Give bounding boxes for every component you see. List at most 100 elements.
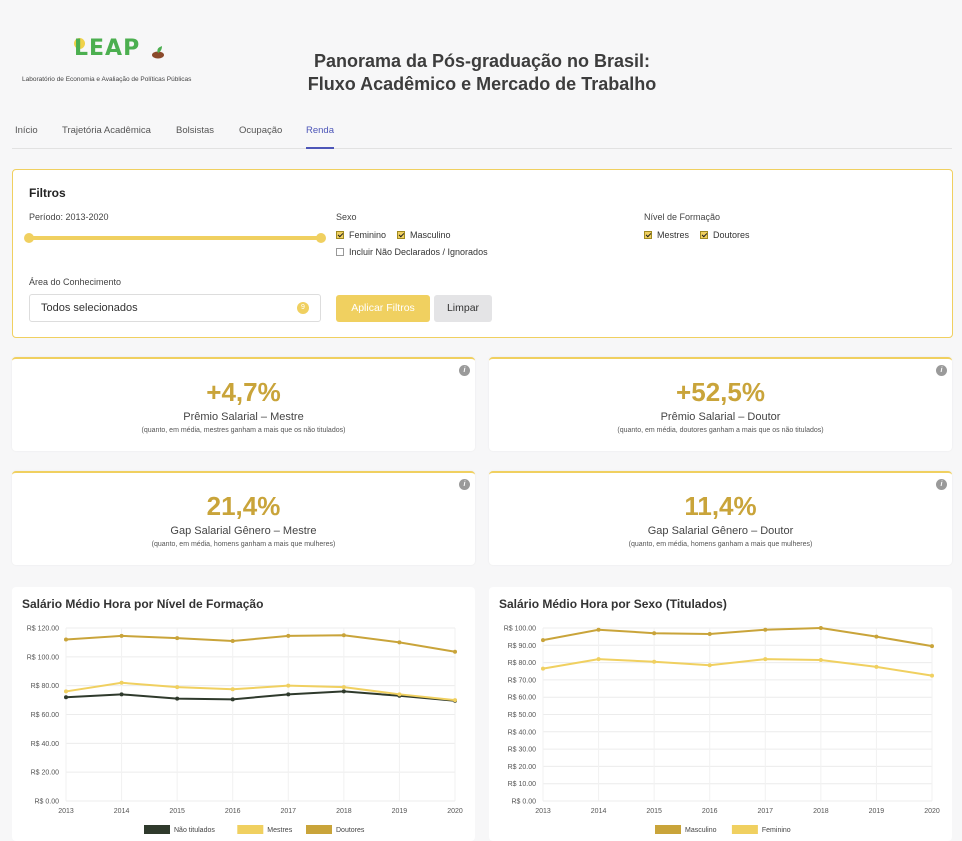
y-tick-label: R$ 80.00 xyxy=(31,683,60,690)
tab-ocupacao[interactable]: Ocupação xyxy=(239,125,283,136)
info-icon[interactable]: i xyxy=(459,479,470,490)
y-tick-label: R$ 20.00 xyxy=(508,764,537,771)
x-tick-label: 2018 xyxy=(813,808,829,815)
series-line xyxy=(65,681,456,702)
kpi-subtitle: (quanto, em média, homens ganham a mais … xyxy=(151,541,336,548)
y-tick-label: R$ 40.00 xyxy=(31,741,60,748)
data-point xyxy=(286,683,291,688)
legend-swatch xyxy=(306,825,332,834)
chart-card-sexo: Salário Médio Hora por Sexo (Titulados) … xyxy=(489,587,952,841)
kpi-subtitle: (quanto, em média, homens ganham a mais … xyxy=(628,541,813,548)
y-tick-label: R$ 20.00 xyxy=(31,770,60,777)
checkbox-label: Doutores xyxy=(713,230,750,240)
legend-swatch xyxy=(655,825,681,834)
data-point xyxy=(286,633,291,638)
leap-logo[interactable]: LEAP Laboratório de Economia e Avaliação… xyxy=(22,36,212,86)
checkbox-empty-icon xyxy=(336,248,344,256)
data-point xyxy=(119,680,124,685)
checkbox-incluir-nao-declarados[interactable]: Incluir Não Declarados / Ignorados xyxy=(336,247,488,257)
chart-card-nivel-formacao: Salário Médio Hora por Nível de Formação… xyxy=(12,587,475,841)
info-icon[interactable]: i xyxy=(459,365,470,376)
info-icon[interactable]: i xyxy=(936,479,947,490)
x-tick-label: 2013 xyxy=(535,808,551,815)
tab-bolsistas[interactable]: Bolsistas xyxy=(176,125,215,136)
x-tick-label: 2016 xyxy=(702,808,718,815)
checkbox-feminino[interactable]: Feminino xyxy=(336,230,386,240)
data-point xyxy=(119,633,124,638)
data-point xyxy=(230,687,235,692)
x-tick-label: 2014 xyxy=(114,808,130,815)
period-slider-end-handle[interactable] xyxy=(316,233,326,243)
y-tick-label: R$ 0.00 xyxy=(511,799,536,806)
kpi-card-gap-doutor: 11,4% Gap Salarial Gênero – Doutor (quan… xyxy=(489,471,952,565)
area-select-value: Todos selecionados xyxy=(41,302,138,314)
y-tick-label: R$ 40.00 xyxy=(508,729,537,736)
data-point xyxy=(64,689,68,694)
tab-renda[interactable]: Renda xyxy=(306,125,334,149)
filters-title: Filtros xyxy=(29,186,66,200)
data-point xyxy=(541,666,545,671)
checkbox-mestres[interactable]: Mestres xyxy=(644,230,689,240)
y-tick-label: R$ 60.00 xyxy=(508,695,537,702)
y-tick-label: R$ 30.00 xyxy=(508,747,537,754)
clear-filters-button[interactable]: Limpar xyxy=(434,295,492,322)
legend-swatch xyxy=(144,825,170,834)
x-tick-label: 2019 xyxy=(392,808,408,815)
kpi-subtitle: (quanto, em média, mestres ganham a mais… xyxy=(141,427,346,434)
x-tick-label: 2013 xyxy=(58,808,74,815)
data-point xyxy=(286,692,291,697)
series-line xyxy=(65,634,456,653)
data-point xyxy=(64,637,68,642)
x-tick-label: 2020 xyxy=(924,808,940,815)
x-tick-label: 2020 xyxy=(447,808,463,815)
y-tick-label: R$ 50.00 xyxy=(508,712,537,719)
chart-title: Salário Médio Hora por Sexo (Titulados) xyxy=(499,597,727,611)
data-point xyxy=(453,698,457,703)
data-point xyxy=(397,692,402,697)
checkbox-check-icon xyxy=(397,231,405,239)
logo-dot-icon xyxy=(74,38,85,49)
legend-label: Doutores xyxy=(336,827,365,834)
tab-bar: Início Trajetória Acadêmica Bolsistas Oc… xyxy=(12,118,952,149)
checkbox-check-icon xyxy=(700,231,708,239)
checkbox-masculino[interactable]: Masculino xyxy=(397,230,451,240)
period-slider-track[interactable] xyxy=(29,236,321,240)
page-title-line-2: Fluxo Acadêmico e Mercado de Trabalho xyxy=(307,74,657,94)
checkbox-label: Incluir Não Declarados / Ignorados xyxy=(349,247,488,257)
data-point xyxy=(818,658,823,663)
x-tick-label: 2018 xyxy=(336,808,352,815)
apply-filters-button[interactable]: Aplicar Filtros xyxy=(336,295,430,322)
data-point xyxy=(707,663,712,668)
kpi-card-premio-mestre: +4,7% Prêmio Salarial – Mestre (quanto, … xyxy=(12,357,475,451)
data-point xyxy=(763,627,768,632)
x-tick-label: 2019 xyxy=(869,808,885,815)
logo-text: LEAP xyxy=(74,36,141,61)
y-tick-label: R$ 60.00 xyxy=(31,712,60,719)
data-point xyxy=(930,644,934,649)
series-line xyxy=(542,658,933,677)
kpi-value: 11,4% xyxy=(684,491,757,521)
checkbox-doutores[interactable]: Doutores xyxy=(700,230,750,240)
y-tick-label: R$ 100.00 xyxy=(27,654,59,661)
series-line xyxy=(65,690,456,702)
area-select[interactable]: Todos selecionados 9 xyxy=(29,294,321,322)
y-tick-label: R$ 70.00 xyxy=(508,677,537,684)
info-icon[interactable]: i xyxy=(936,365,947,376)
checkbox-label: Mestres xyxy=(657,230,690,240)
x-tick-label: 2017 xyxy=(757,808,773,815)
data-point xyxy=(874,634,879,639)
filters-panel: Filtros Período: 2013-2020 Sexo Feminino… xyxy=(12,169,953,338)
x-tick-label: 2014 xyxy=(591,808,607,815)
tab-inicio[interactable]: Início xyxy=(15,125,38,136)
data-point xyxy=(874,664,879,669)
data-point xyxy=(230,697,235,702)
tab-trajetoria-academica[interactable]: Trajetória Acadêmica xyxy=(62,125,151,136)
kpi-label: Gap Salarial Gênero – Doutor xyxy=(647,525,794,537)
legend-label: Masculino xyxy=(685,827,717,834)
data-point xyxy=(763,657,768,662)
period-slider-start-handle[interactable] xyxy=(24,233,34,243)
data-point xyxy=(453,649,457,654)
data-point xyxy=(341,633,346,638)
series-line xyxy=(542,626,933,648)
x-tick-label: 2017 xyxy=(280,808,296,815)
